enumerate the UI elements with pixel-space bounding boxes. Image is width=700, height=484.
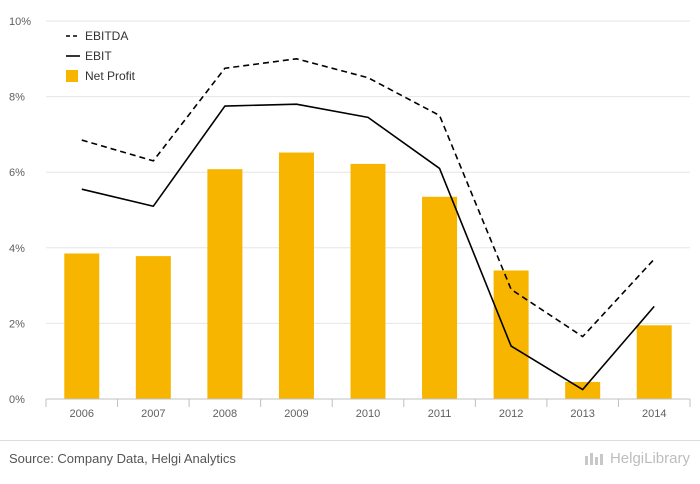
footer: Source: Company Data, Helgi Analytics He… (0, 440, 700, 484)
x-tick-label: 2006 (70, 408, 94, 420)
y-tick-label: 0% (9, 394, 25, 406)
library-icon (584, 453, 603, 465)
legend-swatch (66, 70, 78, 82)
source-note: Source: Company Data, Helgi Analytics (9, 451, 236, 466)
x-tick-label: 2014 (642, 408, 666, 420)
x-tick-label: 2011 (428, 408, 452, 420)
brand-name: HelgiLibrary (609, 450, 690, 467)
legend-label: EBIT (85, 49, 112, 63)
bar-net-profit (493, 270, 529, 399)
y-tick-label: 10% (9, 16, 31, 28)
chart: 0% 2% 4% 6% 8% 10% 2006 2007 2008 2009 2010 2011 201… (9, 16, 691, 420)
bar-net-profit (422, 196, 458, 399)
x-tick-label: 2008 (213, 408, 237, 420)
y-tick-label: 2% (9, 318, 25, 330)
bar-net-profit (64, 253, 100, 399)
legend-label: EBITDA (85, 29, 128, 43)
lines (81, 57, 655, 391)
bars (64, 152, 672, 399)
x-tick-label: 2009 (284, 408, 308, 420)
x-tick-label: 2010 (356, 408, 380, 420)
y-tick-label: 8% (9, 92, 25, 104)
bar-net-profit (350, 163, 386, 399)
y-tick-label: 6% (9, 167, 25, 179)
x-tick-label: 2013 (570, 408, 594, 420)
bar-net-profit (135, 256, 171, 399)
x-tick-label: 2012 (499, 408, 523, 420)
axes: 0% 2% 4% 6% 8% 10% 2006 2007 2008 2009 2010 2011 201… (9, 16, 691, 420)
bar-net-profit (278, 152, 314, 399)
bar-net-profit (565, 381, 601, 399)
x-tick-label: 2007 (141, 408, 165, 420)
line-ebit (81, 103, 655, 391)
brand-logo: HelgiLibrary (584, 450, 690, 467)
bar-net-profit (207, 169, 243, 399)
bar-net-profit (636, 325, 672, 399)
line-ebitda (81, 57, 655, 338)
y-tick-label: 4% (9, 243, 25, 255)
legend: EBITDA EBIT Net Profit (66, 29, 136, 83)
legend-label: Net Profit (85, 69, 136, 83)
